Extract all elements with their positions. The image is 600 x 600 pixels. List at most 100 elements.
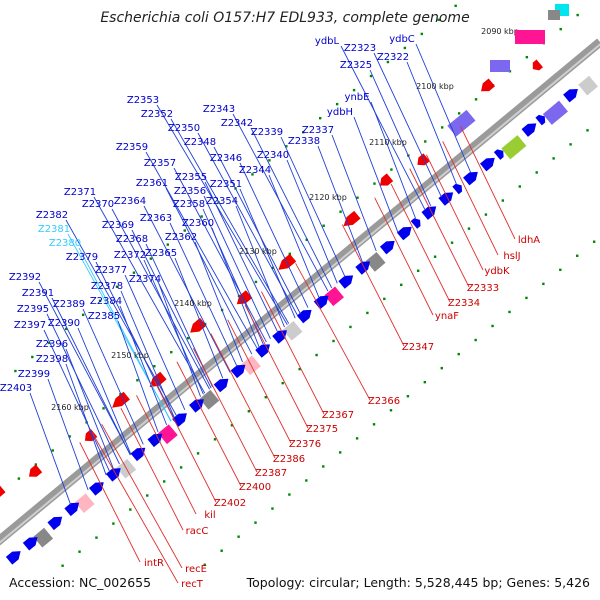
label-leader-line <box>117 320 159 433</box>
gene-label-forward: Z2360 <box>182 218 214 229</box>
tick-dot <box>437 18 440 22</box>
forward-gene-arrow <box>493 149 504 160</box>
label-leader-line <box>280 136 346 278</box>
gene-label-reverse: Z2347 <box>402 342 434 353</box>
map-title: Escherichia coli O157:H7 EDL933, complet… <box>100 10 469 26</box>
forward-gene-arrow <box>313 295 329 310</box>
forward-gene-arrow-shape <box>493 149 504 160</box>
gene-label-reverse: Z2334 <box>448 298 480 309</box>
label-leaders-layer <box>29 43 516 584</box>
tick-dot <box>183 229 186 232</box>
label-leader-line <box>78 247 172 422</box>
label-leader-line <box>204 181 279 333</box>
forward-gene-block-shape <box>74 493 95 514</box>
gene-label-forward: Z2361 <box>136 178 168 189</box>
gene-label-forward: Z2346 <box>210 153 242 164</box>
forward-gene-block-shape <box>542 100 568 125</box>
forward-gene-block <box>158 424 178 445</box>
reverse-gene-arrow <box>481 78 496 92</box>
forward-gene-block <box>33 527 54 548</box>
gene-label-forward: ydbL <box>315 36 340 47</box>
label-leader-line <box>158 283 201 397</box>
tick-dot <box>352 88 356 92</box>
gene-label-forward: ynbE <box>345 92 370 103</box>
tick-dot <box>467 227 471 230</box>
label-leader-line <box>95 261 175 419</box>
tick-dot <box>389 409 393 412</box>
tick-dot <box>298 367 301 371</box>
tick-dot <box>17 477 21 480</box>
tick-dot <box>484 213 488 216</box>
forward-gene-arrow-shape <box>535 114 546 126</box>
tick-dot <box>220 549 223 552</box>
label-leader-line <box>250 127 333 289</box>
genome-axis <box>0 38 600 546</box>
tick-dot <box>95 536 98 539</box>
forward-gene-block-shape <box>199 389 220 410</box>
forward-gene-arrow <box>5 551 21 565</box>
tick-label: 2110 kbp <box>369 138 407 147</box>
tick-dot <box>386 60 390 64</box>
tick-dot <box>153 365 156 368</box>
reverse-gene-arrow-shape <box>343 210 361 227</box>
reverse-gene-block-shape <box>447 109 476 137</box>
reverse-gene-arrow-shape <box>112 391 130 408</box>
label-leader-line <box>331 134 377 252</box>
tick-dot <box>61 564 64 567</box>
tick-dot <box>281 381 284 385</box>
label-leader-line <box>370 101 416 219</box>
gene-label-reverse: Z2367 <box>322 410 354 421</box>
tick-dot <box>288 252 291 256</box>
label-leader-line <box>210 333 276 459</box>
gene-label-forward: Z2323 <box>344 43 376 54</box>
label-leader-line <box>442 141 499 256</box>
forward-gene-arrow-shape <box>452 183 463 195</box>
gene-labels-layer: ydbL Z2323 ydbC Z2325 Z2322 ynbE ydbH Z2353 Z234… <box>0 34 540 590</box>
gene-label-forward: Z2381 <box>38 224 70 235</box>
label-leader-line <box>143 259 204 395</box>
label-leader-line <box>111 208 210 390</box>
gene-label-forward: Z2370 <box>82 199 114 210</box>
tick-dot <box>48 341 51 345</box>
forward-gene-arrow-shape <box>338 275 354 289</box>
forward-gene-block <box>578 75 598 96</box>
label-leader-line <box>415 43 472 173</box>
label-leader-line <box>426 154 484 271</box>
tick-dot <box>335 102 339 106</box>
gene-label-forward: Z2358 <box>173 199 205 210</box>
label-leader-line <box>239 188 296 319</box>
tick-dot <box>213 438 217 441</box>
tick-dot <box>115 285 119 288</box>
gene-label-reverse: Z2366 <box>368 396 400 407</box>
tick-dot <box>332 339 335 343</box>
tick-dot <box>200 215 203 218</box>
tick-dot <box>542 282 545 286</box>
gene-label-forward: Z2371 <box>64 187 96 198</box>
tick-dot <box>78 550 81 553</box>
forward-gene-block-shape <box>33 527 54 548</box>
label-leader-line <box>101 423 183 569</box>
tick-dot <box>366 311 369 315</box>
gene-label-forward: Z2396 <box>36 339 68 350</box>
forward-gene-arrow <box>47 516 63 531</box>
label-leader-line <box>120 290 176 419</box>
label-leader-line <box>406 61 457 185</box>
gene-label-forward: Z2382 <box>36 210 68 221</box>
forward-gene-arrow <box>438 192 454 206</box>
label-leader-line <box>460 126 516 240</box>
gene-label-reverse: recT <box>181 579 204 590</box>
label-leader-line <box>203 195 271 339</box>
gene-label-forward: Z2374 <box>129 274 161 285</box>
forward-gene-arrow-shape <box>230 364 246 379</box>
label-leader-line <box>43 329 111 473</box>
tick-dot <box>203 563 206 566</box>
reverse-gene-block <box>447 109 476 137</box>
label-leader-line <box>192 347 258 473</box>
forward-gene-block-shape <box>158 424 178 445</box>
tick-dot <box>569 143 572 146</box>
gene-label-forward: Z2363 <box>140 213 172 224</box>
forward-gene-arrow <box>463 171 478 186</box>
forward-gene-block <box>501 135 527 160</box>
forward-gene-arrow-shape <box>480 157 495 172</box>
tick-dot <box>491 324 494 328</box>
